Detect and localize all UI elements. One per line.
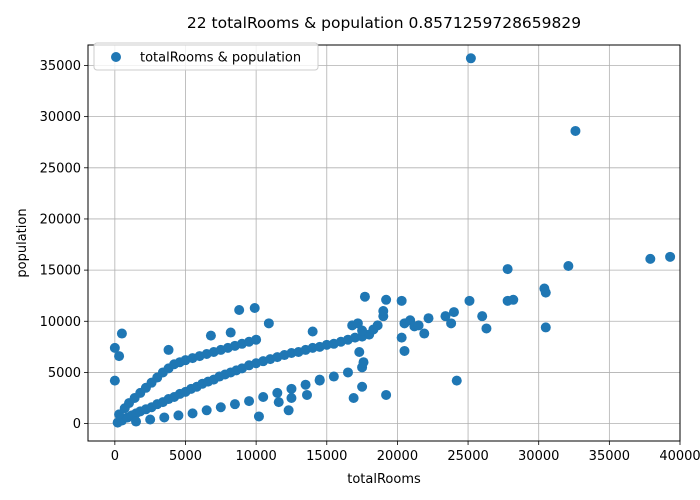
data-point xyxy=(464,295,475,306)
data-point xyxy=(328,371,339,382)
x-tick-label: 5000 xyxy=(169,449,202,464)
data-point xyxy=(399,345,410,356)
data-point xyxy=(354,346,365,357)
legend-box xyxy=(93,42,319,71)
data-point xyxy=(446,318,457,329)
x-tick-label: 15000 xyxy=(306,449,347,464)
data-point xyxy=(273,397,284,408)
data-point xyxy=(563,261,574,272)
y-tick-label: 0 xyxy=(73,417,81,432)
data-point xyxy=(396,332,407,343)
data-point xyxy=(645,253,656,264)
data-point xyxy=(665,251,676,262)
data-point xyxy=(205,330,216,341)
data-points xyxy=(109,53,676,428)
y-tick-label: 5000 xyxy=(48,366,81,381)
data-point xyxy=(253,411,264,422)
data-point xyxy=(116,328,127,339)
data-point xyxy=(307,326,318,337)
data-point xyxy=(448,307,459,318)
grid xyxy=(88,45,681,441)
data-point xyxy=(251,334,262,345)
y-tick-label: 20000 xyxy=(40,212,81,227)
data-point xyxy=(477,311,488,322)
x-tick-label: 30000 xyxy=(518,449,559,464)
data-point xyxy=(381,389,392,400)
x-tick-label: 40000 xyxy=(659,449,700,464)
data-point xyxy=(163,344,174,355)
data-point xyxy=(272,387,283,398)
data-point xyxy=(357,381,368,392)
x-tick-label: 20000 xyxy=(377,449,418,464)
y-tick-label: 35000 xyxy=(40,59,81,74)
data-point xyxy=(286,393,297,404)
data-point xyxy=(451,375,462,386)
data-point xyxy=(229,399,240,410)
data-point xyxy=(396,295,407,306)
x-tick-label: 35000 xyxy=(589,449,630,464)
data-point xyxy=(419,328,430,339)
data-point xyxy=(502,264,513,275)
data-point xyxy=(465,53,476,64)
data-point xyxy=(423,313,434,324)
data-point xyxy=(301,389,312,400)
data-point xyxy=(215,402,226,413)
data-point xyxy=(481,323,492,334)
data-point xyxy=(348,393,359,404)
data-point xyxy=(234,305,245,316)
legend-label: totalRooms & population xyxy=(140,51,301,66)
legend: totalRooms & population xyxy=(93,42,319,71)
data-point xyxy=(508,294,519,305)
data-point xyxy=(173,410,184,421)
x-axis-ticks: 0 5000 10000 15000 20000 25000 30000 35000 40000 xyxy=(111,441,700,464)
data-point xyxy=(358,357,369,368)
data-point xyxy=(300,379,311,390)
y-tick-label: 10000 xyxy=(40,315,81,330)
y-tick-label: 30000 xyxy=(40,110,81,125)
data-point xyxy=(357,325,368,336)
data-point xyxy=(263,318,274,329)
y-axis-ticks: 0 5000 10000 15000 20000 25000 30000 35000 xyxy=(40,59,88,432)
y-axis-label: population xyxy=(15,208,30,277)
data-point xyxy=(159,412,170,423)
data-point xyxy=(244,396,255,407)
x-axis-label: totalRooms xyxy=(347,472,421,487)
data-point xyxy=(283,405,294,416)
data-point xyxy=(286,383,297,394)
data-point xyxy=(359,291,370,302)
data-point xyxy=(109,342,120,353)
y-tick-label: 25000 xyxy=(40,161,81,176)
data-point xyxy=(570,125,581,136)
data-point xyxy=(440,311,451,322)
data-point xyxy=(342,367,353,378)
data-point xyxy=(258,392,269,402)
data-point xyxy=(201,405,212,416)
data-point xyxy=(131,416,142,427)
data-point xyxy=(249,302,260,313)
data-point xyxy=(372,320,383,331)
data-point xyxy=(413,320,424,331)
x-tick-label: 0 xyxy=(111,449,119,464)
plot-frame xyxy=(87,44,681,442)
data-point xyxy=(381,294,392,305)
data-point xyxy=(378,306,389,317)
data-point xyxy=(225,327,236,338)
y-tick-label: 15000 xyxy=(40,264,81,279)
data-point xyxy=(109,375,120,386)
data-point xyxy=(314,374,325,385)
x-tick-label: 25000 xyxy=(447,449,488,464)
legend-marker xyxy=(111,52,121,62)
data-point xyxy=(187,408,198,419)
x-tick-label: 10000 xyxy=(235,449,276,464)
data-point xyxy=(540,322,551,333)
data-point xyxy=(540,287,551,298)
data-point xyxy=(145,414,156,425)
data-point xyxy=(114,351,125,362)
chart-title: 22 totalRooms & population 0.85712597286… xyxy=(187,14,581,32)
